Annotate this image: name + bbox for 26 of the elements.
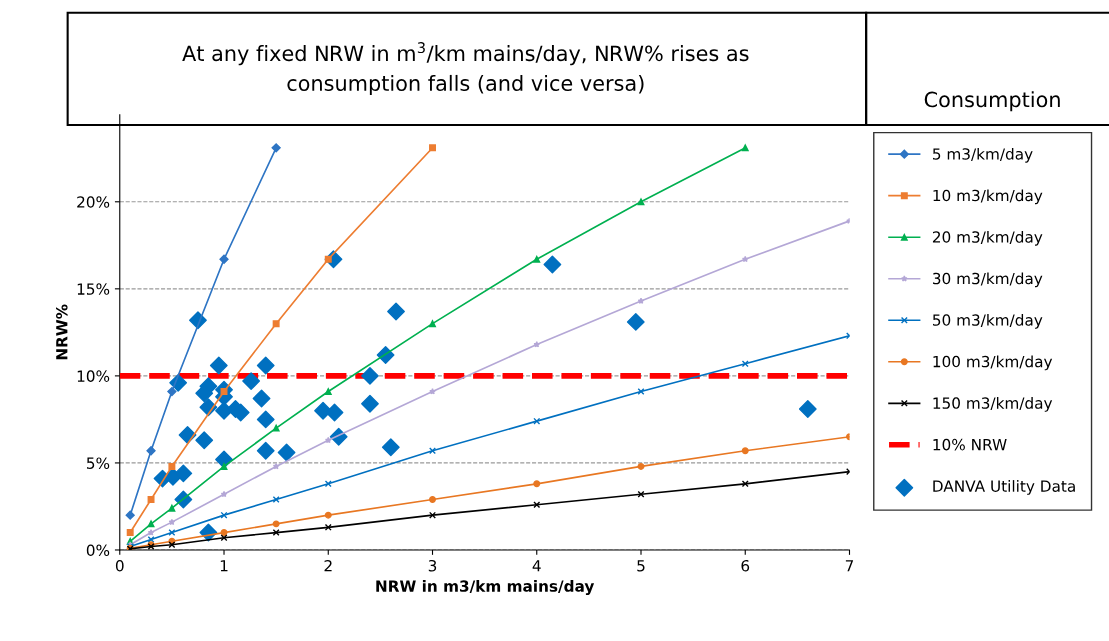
chart-title: At any fixed NRW in m$^{3}$/km mains/day, NRW% rises as consumption falls (and vice versa) <box>182 42 749 96</box>
legend-label: 30 m3/km/day <box>932 272 1043 288</box>
y-axis-title: NRW% <box>56 304 68 360</box>
legend-label: 5 m3/km/day <box>933 147 1033 163</box>
legend-label: 50 m3/km/day <box>933 314 1043 329</box>
x-tick-label: 0 <box>115 559 124 572</box>
y-tick-label: 10% <box>77 370 110 382</box>
x-tick-label: 6 <box>741 559 750 572</box>
x-tick-label: 1 <box>220 560 228 572</box>
x-tick-label: 2 <box>324 559 332 572</box>
legend-title: Consumption <box>924 91 1060 112</box>
y-tick-label: 15% <box>77 283 110 295</box>
legend-label: 10 m3/km/day <box>933 189 1043 205</box>
legend-label: 100 m3/km/day <box>933 355 1053 371</box>
y-tick-label: 20% <box>77 196 110 208</box>
y-tick-label: 5% <box>86 457 110 469</box>
x-tick-label: 3 <box>428 559 437 572</box>
legend-label: DANVA Utility Data <box>933 480 1075 495</box>
x-tick-label: 7 <box>845 560 854 572</box>
x-tick-label: 4 <box>532 560 541 572</box>
x-axis-title: NRW in m3/km mains/day <box>376 580 595 595</box>
legend-label: 20 m3/km/day <box>932 230 1043 246</box>
legend-label: 150 m3/km/day <box>933 397 1053 412</box>
legend-label: 10% NRW <box>933 438 1007 451</box>
y-tick-label: 0% <box>86 544 110 556</box>
x-tick-label: 5 <box>637 560 645 572</box>
